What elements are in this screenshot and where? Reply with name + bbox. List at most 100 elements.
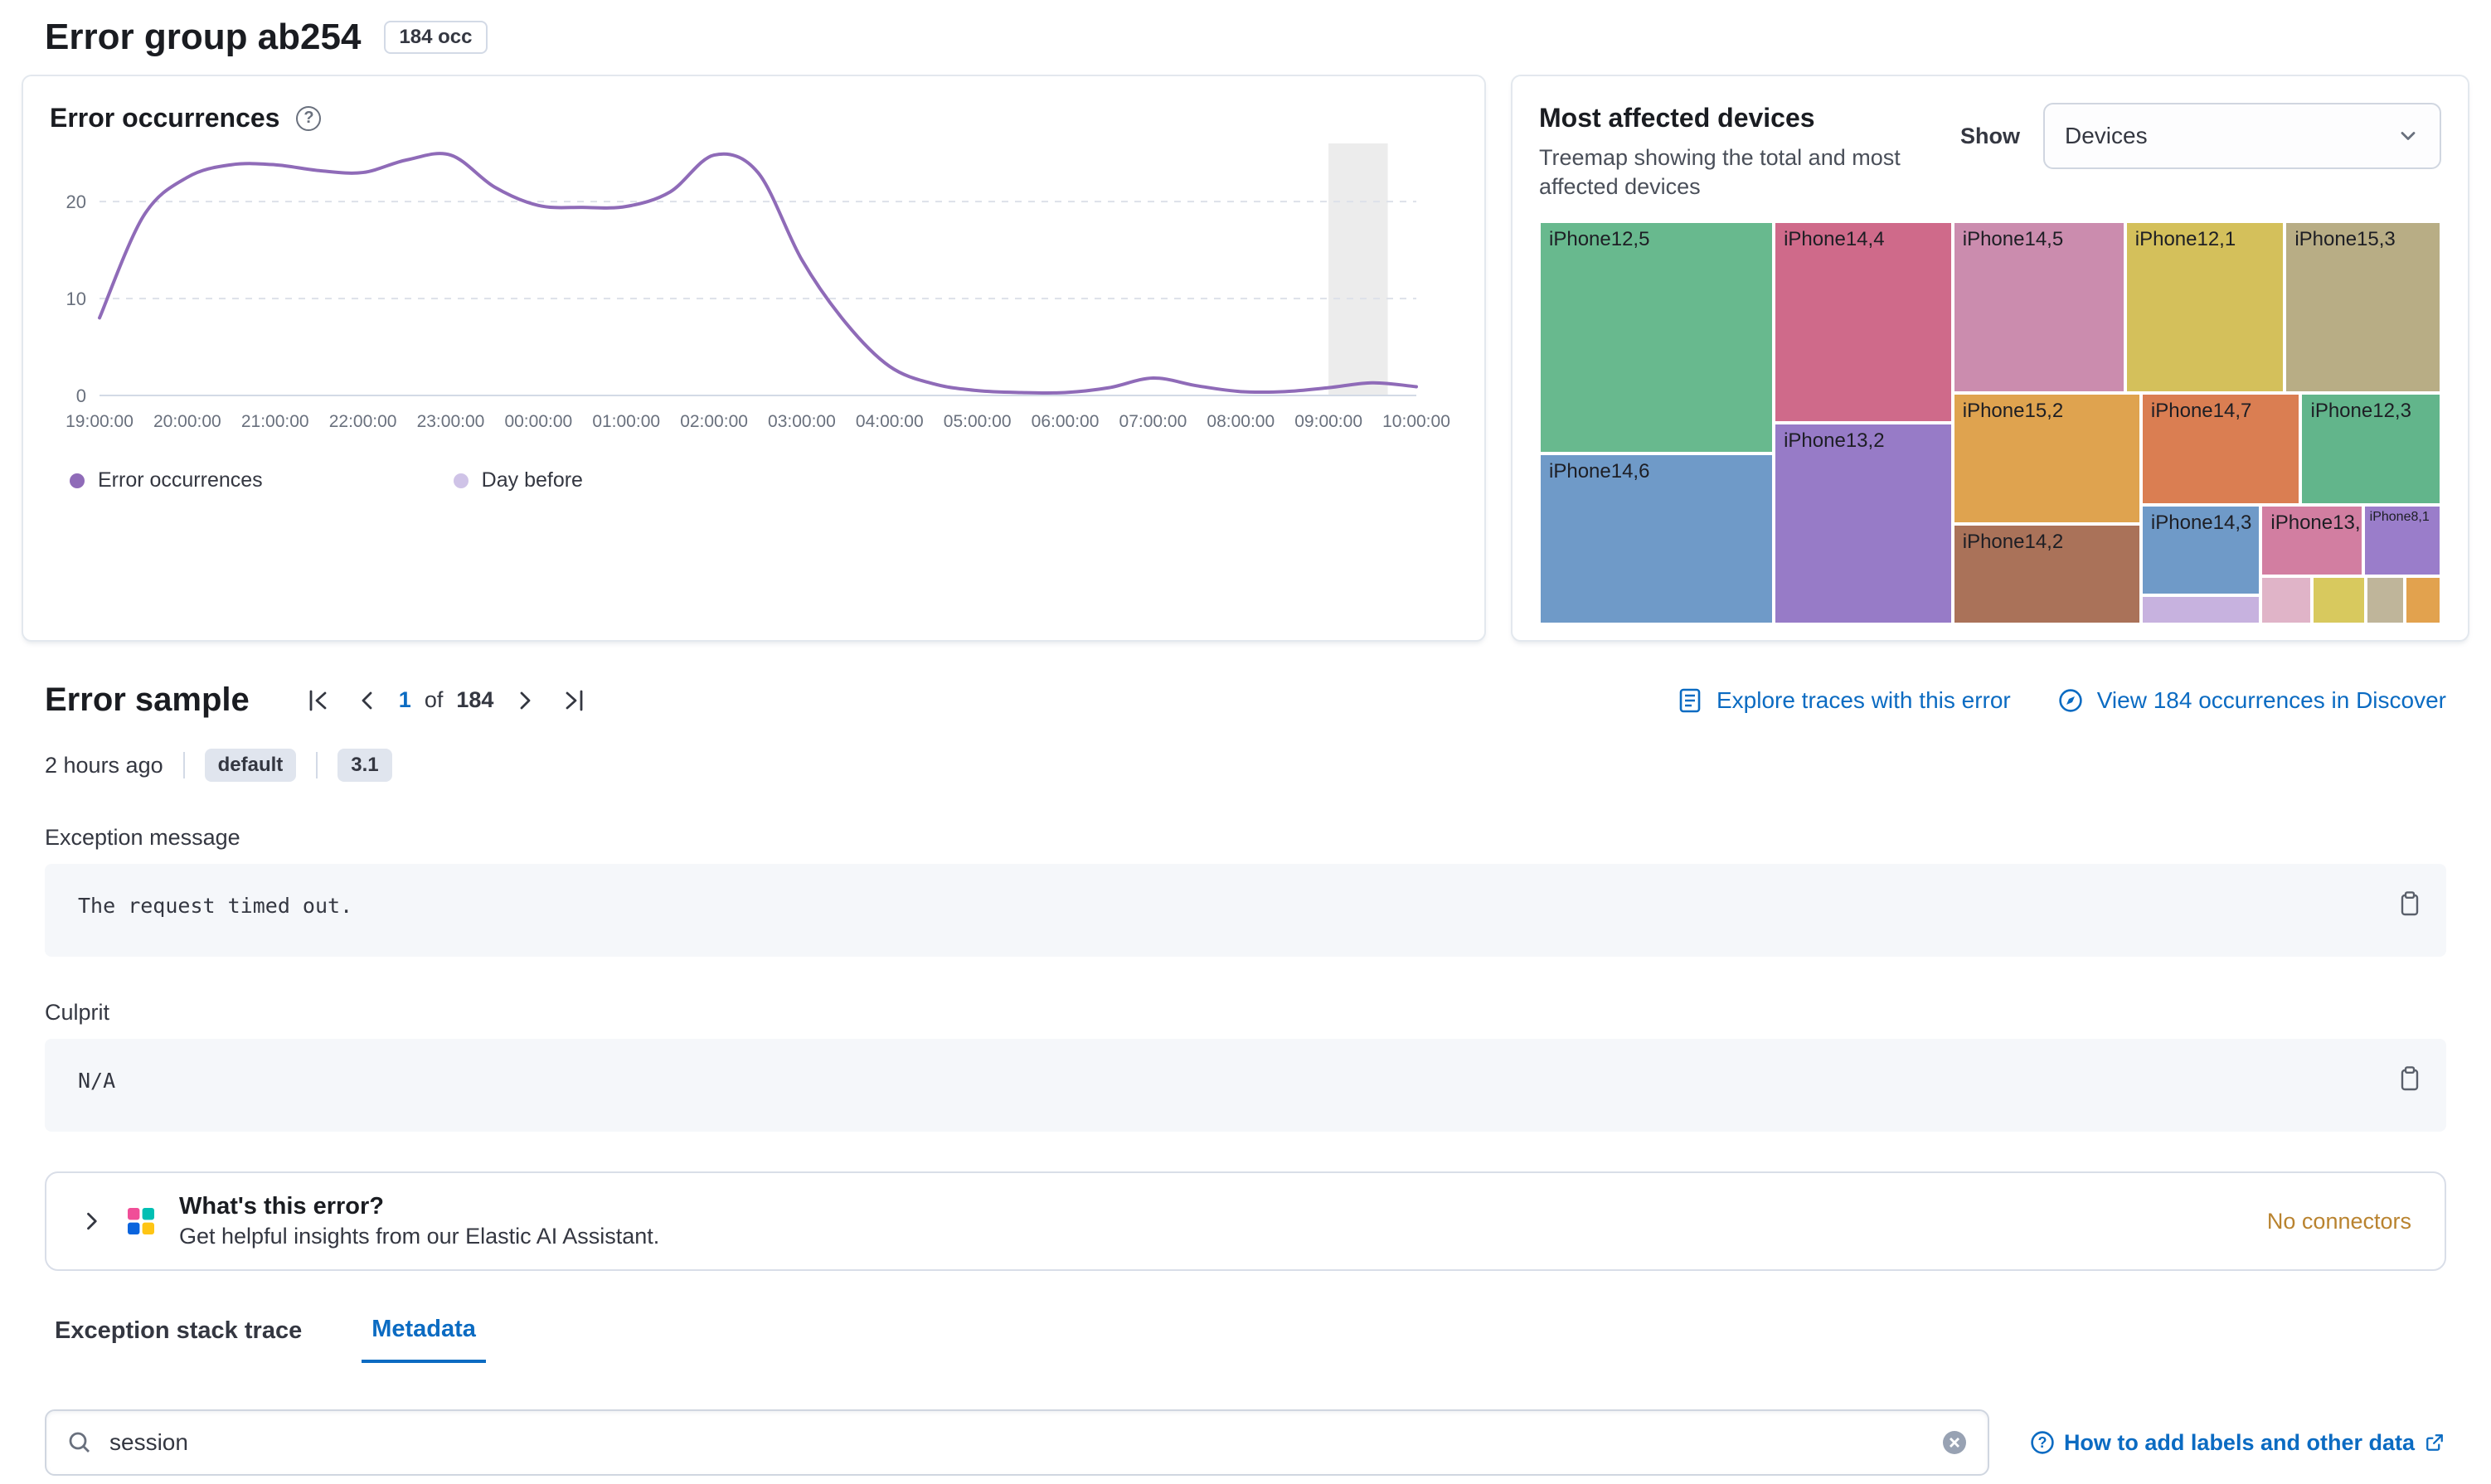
tab-exception-stack-trace[interactable]: Exception stack trace (45, 1314, 312, 1363)
svg-text:10:00:00: 10:00:00 (1382, 412, 1450, 431)
copy-icon[interactable] (2396, 890, 2423, 917)
occurrences-count-badge: 184 occ (384, 21, 488, 54)
devices-panel-title: Most affected devices (1539, 103, 1815, 133)
ai-panel-title: What's this error? (179, 1193, 384, 1220)
treemap-cell-label: iPhone13,2 (1784, 429, 1885, 453)
legend-item-error-occurrences[interactable]: Error occurrences (70, 468, 263, 492)
treemap-cell-label: iPhone14,2 (1962, 530, 2064, 553)
treemap-cell[interactable]: iPhone14,3 (2140, 504, 2261, 596)
sample-meta-row: 2 hours ago default 3.1 (45, 749, 2446, 782)
treemap-cell[interactable]: iPhone8,1 (2362, 504, 2441, 577)
svg-text:?: ? (2037, 1434, 2047, 1451)
devices-treemap: iPhone12,5 iPhone14,6 iPhone14,4 iPhone13,2… (1539, 221, 2441, 625)
most-affected-devices-card: Most affected devices Treemap showing th… (1511, 75, 2469, 642)
chevron-right-icon[interactable] (80, 1210, 103, 1233)
devices-select[interactable]: Devices (2043, 103, 2441, 169)
treemap-cell[interactable]: iPhone14,5 (1952, 221, 2125, 393)
treemap-cell-label: iPhone12,3 (2310, 399, 2411, 422)
svg-text:02:00:00: 02:00:00 (680, 412, 748, 431)
devices-select-value: Devices (2065, 123, 2148, 148)
traces-icon (1677, 687, 1703, 714)
treemap-cell[interactable]: iPhone15,2 (1952, 392, 2141, 524)
culprit-label: Culprit (45, 1000, 110, 1025)
treemap-cell[interactable] (2405, 576, 2441, 625)
chevron-down-icon (2396, 124, 2420, 148)
occurrences-chart-title: Error occurrences (50, 103, 280, 133)
show-label: Show (1960, 123, 2020, 148)
svg-text:20: 20 (66, 192, 86, 212)
total-pages: 184 (456, 687, 494, 712)
treemap-cell[interactable]: iPhone14,2 (1952, 523, 2141, 625)
treemap-cell-label: iPhone12,5 (1549, 228, 1650, 251)
current-page: 1 (398, 687, 411, 712)
discover-compass-icon (2057, 687, 2084, 714)
tab-metadata[interactable]: Metadata (362, 1314, 486, 1363)
treemap-cell-label: iPhone14,5 (1962, 228, 2064, 251)
svg-text:10: 10 (66, 289, 86, 309)
svg-text:09:00:00: 09:00:00 (1294, 412, 1362, 431)
how-to-add-labels-link[interactable]: ? How to add labels and other data (2029, 1429, 2446, 1456)
treemap-cell[interactable]: iPhone14,7 (2140, 392, 2301, 505)
svg-text:20:00:00: 20:00:00 (153, 412, 221, 431)
separator (316, 752, 318, 778)
copy-icon[interactable] (2396, 1065, 2423, 1092)
treemap-cell[interactable]: iPhone14,6 (1539, 453, 1775, 625)
exception-message-block: The request timed out. (45, 864, 2446, 957)
metadata-search-input[interactable] (106, 1428, 1941, 1457)
treemap-cell-label: iPhone15,2 (1962, 399, 2064, 422)
of-label: of (424, 687, 444, 712)
separator (182, 752, 185, 778)
svg-text:07:00:00: 07:00:00 (1119, 412, 1187, 431)
next-page-button[interactable] (507, 682, 543, 719)
explore-traces-link[interactable]: Explore traces with this error (1677, 687, 2011, 714)
treemap-cell[interactable]: iPhone15,3 (2285, 221, 2441, 393)
help-icon[interactable]: ? (296, 105, 322, 131)
sample-pagination: 1 of 184 (299, 682, 594, 719)
summary-cards: Error occurrences ? 0 10 20 19:00:00 20:00:0… (0, 75, 2491, 642)
ai-assistant-panel[interactable]: What's this error? Get helpful insights … (45, 1171, 2446, 1271)
treemap-cell[interactable]: iPhone14,4 (1774, 221, 1953, 424)
treemap-cell-label: iPhone15,3 (2294, 228, 2396, 251)
page-header: Error group ab254 184 occ (0, 0, 2491, 58)
treemap-cell[interactable] (2140, 595, 2261, 625)
treemap-cell-label: iPhone14,4 (1784, 228, 1885, 251)
treemap-cell[interactable] (2260, 576, 2313, 625)
devices-panel-subtitle: Treemap showing the total and most affec… (1539, 145, 1901, 200)
treemap-cell[interactable]: iPhone12,5 (1539, 221, 1775, 453)
svg-text:05:00:00: 05:00:00 (944, 412, 1012, 431)
last-page-button[interactable] (556, 682, 593, 719)
treemap-cell[interactable]: iPhone12,1 (2124, 221, 2285, 393)
svg-text:21:00:00: 21:00:00 (241, 412, 309, 431)
culprit-block: N/A (45, 1039, 2446, 1132)
svg-text:03:00:00: 03:00:00 (768, 412, 836, 431)
treemap-cell-label: iPhone14,3 (2150, 511, 2252, 534)
clear-search-icon[interactable] (1941, 1429, 1968, 1456)
legend-label: Day before (481, 468, 583, 492)
treemap-cell-label: iPhone8,1 (2369, 509, 2430, 524)
treemap-cell-label: iPhone13,1 (2270, 511, 2363, 534)
error-occurrences-line-chart: 0 10 20 19:00:00 20:00:00 21:00:00 22:00:00 23:… (66, 143, 1450, 431)
legend-item-day-before[interactable]: Day before (453, 468, 583, 492)
treemap-cell[interactable] (2365, 576, 2406, 625)
chart-legend: Error occurrences Day before (70, 468, 1458, 492)
error-occurrences-card: Error occurrences ? 0 10 20 19:00:00 20:00:0… (22, 75, 1486, 642)
previous-page-button[interactable] (349, 682, 386, 719)
ai-panel-subtitle: Get helpful insights from our Elastic AI… (179, 1224, 660, 1249)
treemap-cell[interactable]: iPhone12,3 (2300, 392, 2441, 505)
environment-badge: default (204, 749, 297, 782)
treemap-cell[interactable]: iPhone13,1 (2260, 504, 2363, 577)
culprit-value: N/A (78, 1069, 116, 1093)
exception-message-label: Exception message (45, 825, 240, 850)
first-page-button[interactable] (299, 682, 336, 719)
error-sample-title: Error sample (45, 681, 250, 718)
exception-message-value: The request timed out. (78, 894, 353, 918)
treemap-cell[interactable]: iPhone13,2 (1774, 423, 1953, 625)
legend-label: Error occurrences (98, 468, 263, 492)
question-circle-icon: ? (2029, 1429, 2056, 1456)
svg-text:0: 0 (76, 386, 86, 406)
view-discover-link[interactable]: View 184 occurrences in Discover (2057, 687, 2446, 714)
treemap-cell-label: iPhone14,7 (2150, 399, 2252, 422)
treemap-cell[interactable] (2312, 576, 2366, 625)
sample-tabs: Exception stack trace Metadata (45, 1314, 2446, 1363)
